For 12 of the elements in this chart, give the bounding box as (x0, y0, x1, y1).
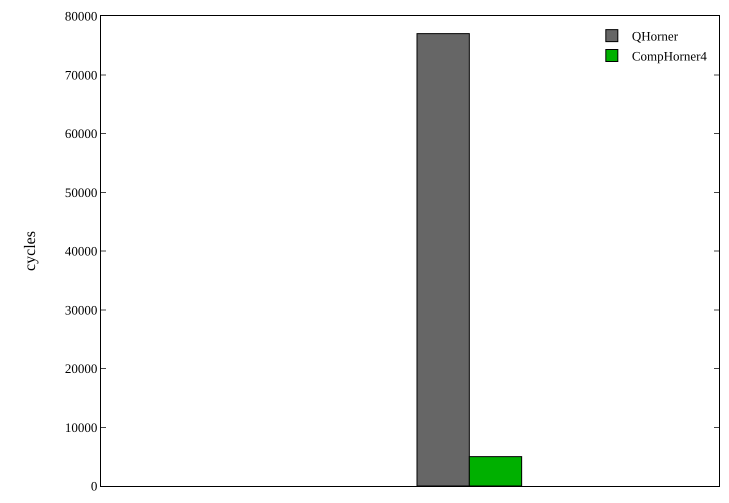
y-tick-label: 60000 (64, 126, 98, 142)
y-tick-label: 30000 (64, 302, 98, 318)
y-tick-label: 80000 (64, 8, 98, 24)
y-tick-label: 0 (90, 478, 98, 494)
legend-label: QHorner (632, 28, 679, 44)
y-axis-title: cycles (22, 231, 39, 271)
legend-label: CompHorner4 (632, 48, 708, 64)
y-tick-label: 10000 (64, 420, 98, 435)
y-tick-label: 20000 (64, 361, 98, 376)
y-tick-label: 40000 (64, 244, 98, 259)
y-tick-label: 70000 (64, 67, 98, 82)
y-tick-label: 50000 (64, 184, 98, 200)
